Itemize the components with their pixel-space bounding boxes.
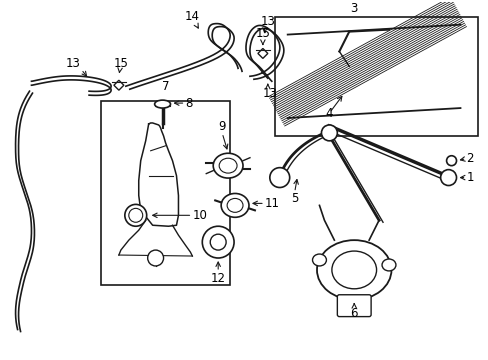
Text: 8: 8 <box>185 96 192 109</box>
Circle shape <box>147 250 163 266</box>
FancyBboxPatch shape <box>337 295 370 316</box>
Text: 11: 11 <box>264 197 279 210</box>
Ellipse shape <box>226 198 243 212</box>
Text: 2: 2 <box>466 152 473 165</box>
Circle shape <box>446 156 456 166</box>
Text: 10: 10 <box>192 209 207 222</box>
Ellipse shape <box>331 251 376 289</box>
Text: 4: 4 <box>325 107 332 120</box>
Ellipse shape <box>316 240 391 300</box>
Text: 6: 6 <box>350 307 357 320</box>
Text: 15: 15 <box>255 27 270 40</box>
Text: 13: 13 <box>262 87 277 100</box>
Ellipse shape <box>219 158 237 173</box>
Circle shape <box>202 226 234 258</box>
Ellipse shape <box>213 153 243 178</box>
Ellipse shape <box>381 259 395 271</box>
Ellipse shape <box>128 208 142 222</box>
Text: 3: 3 <box>350 2 357 15</box>
Ellipse shape <box>124 204 146 226</box>
Text: 14: 14 <box>184 10 200 23</box>
Circle shape <box>269 168 289 188</box>
Text: 9: 9 <box>218 120 225 133</box>
Ellipse shape <box>312 254 326 266</box>
Ellipse shape <box>154 100 170 108</box>
Ellipse shape <box>221 193 248 217</box>
Text: 7: 7 <box>162 80 169 93</box>
Bar <box>274 17 477 136</box>
Circle shape <box>321 125 337 141</box>
Text: 13: 13 <box>65 57 81 70</box>
Text: 5: 5 <box>290 193 298 206</box>
Circle shape <box>210 234 225 250</box>
Text: 12: 12 <box>210 272 225 285</box>
Text: 13: 13 <box>260 15 275 28</box>
Bar <box>101 101 230 285</box>
Circle shape <box>440 170 456 185</box>
Text: 15: 15 <box>113 57 128 70</box>
Text: 1: 1 <box>466 171 473 184</box>
